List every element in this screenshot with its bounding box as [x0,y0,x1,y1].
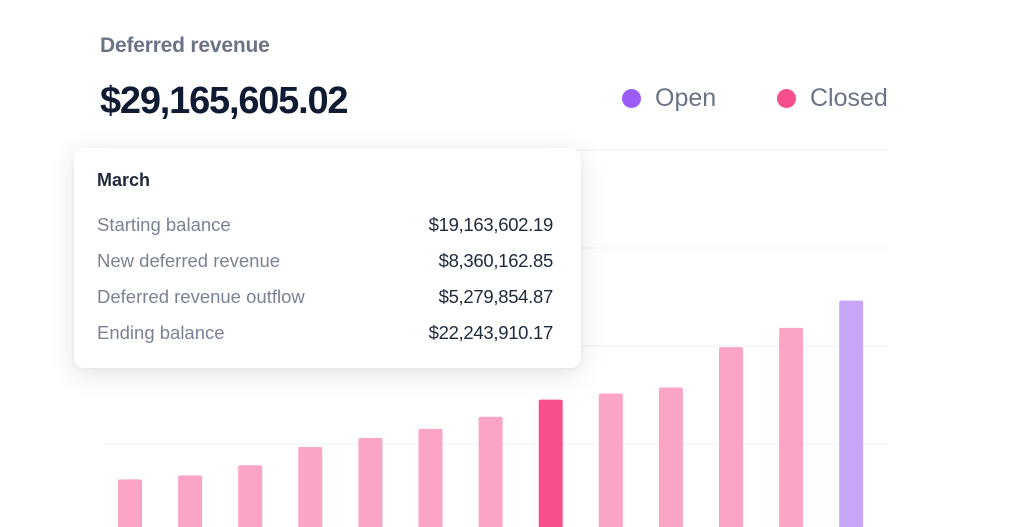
chart-tooltip: March Starting balance $19,163,602.19 Ne… [74,148,581,368]
total-amount: $29,165,605.02 [100,80,349,122]
tooltip-row-value: $8,360,162.85 [438,250,554,271]
bar-closed[interactable] [478,416,503,527]
tooltip-row-value: $5,279,854.87 [438,286,554,307]
open-legend-dot [622,89,641,108]
bar-closed[interactable] [598,393,623,527]
bar-closed[interactable] [658,387,683,527]
bar-closed[interactable] [118,479,142,527]
bar-closed[interactable] [298,447,323,527]
bars [118,300,864,527]
bar-closed[interactable] [719,347,743,527]
tooltip-row: New deferred revenue $8,360,162.85 [97,243,553,279]
tooltip-month: March [97,170,151,190]
tooltip-row-value: $22,243,910.17 [428,322,554,343]
tooltip-row-label: New deferred revenue [97,250,281,271]
legend-item-open[interactable]: Open [622,84,716,113]
bar-open[interactable] [839,300,864,527]
legend-label-closed: Closed [810,84,888,112]
bar-closed[interactable] [779,327,804,527]
tooltip-row-label: Deferred revenue outflow [97,286,305,307]
bar-closed[interactable] [238,465,263,527]
legend-item-closed[interactable]: Closed [777,84,888,113]
tooltip-row-label: Starting balance [97,214,231,235]
closed-legend-dot [777,89,796,108]
bar-closed[interactable] [418,428,443,527]
chart-title: Deferred revenue [100,34,270,57]
tooltip-row-value: $19,163,602.19 [428,214,554,235]
bar-closed-highlighted[interactable] [538,399,563,527]
tooltip-row: Deferred revenue outflow $5,279,854.87 [97,279,553,315]
tooltip-row: Ending balance $22,243,910.17 [97,315,553,351]
tooltip-row-label: Ending balance [97,322,225,343]
tooltip-row: Starting balance $19,163,602.19 [97,207,553,243]
bar-closed[interactable] [178,475,203,527]
legend-label-open: Open [655,84,717,112]
bar-closed[interactable] [358,437,383,527]
